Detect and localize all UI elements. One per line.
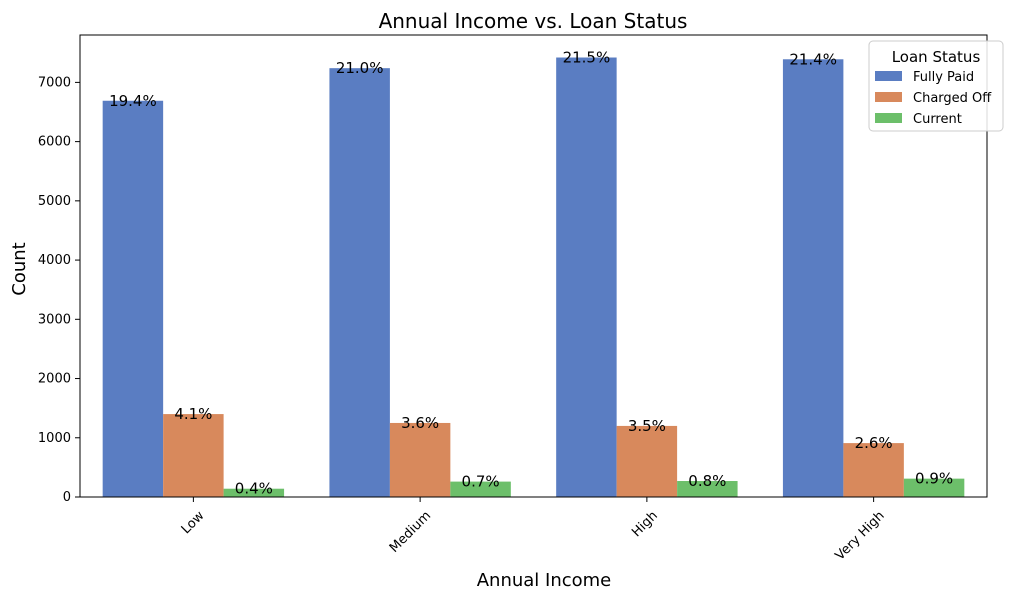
bar-value-label: 3.6% (401, 414, 439, 432)
bar-value-label: 21.5% (563, 49, 611, 67)
x-tick-label: Low (179, 508, 208, 537)
legend-entry-label: Current (913, 112, 962, 127)
y-tick-label: 4000 (38, 253, 71, 268)
bar (163, 414, 224, 497)
legend-swatch (875, 113, 902, 123)
y-tick-label: 0 (63, 490, 71, 505)
legend-entry-label: Fully Paid (913, 70, 974, 85)
bar (903, 478, 965, 497)
y-tick-label: 3000 (38, 312, 71, 327)
legend-swatch (875, 92, 902, 102)
bar-value-label: 19.4% (109, 92, 157, 110)
bar-value-label: 3.5% (628, 417, 666, 435)
y-tick-label: 5000 (38, 194, 71, 209)
legend-title: Loan Status (892, 48, 981, 66)
bar (389, 422, 451, 497)
bar-value-label: 2.6% (855, 434, 893, 452)
y-tick-label: 1000 (38, 431, 71, 446)
bar (102, 100, 164, 497)
x-axis-title: Annual Income (477, 570, 612, 591)
bar (677, 481, 738, 497)
bar-value-label: 0.4% (235, 480, 273, 498)
bar (450, 481, 511, 497)
bar-value-label: 21.4% (789, 50, 837, 68)
bar (556, 57, 617, 497)
x-tick-label: Very High (833, 508, 888, 563)
y-tick-label: 2000 (38, 372, 71, 387)
bar-labels-layer: 19.4% 4.1% 0.4% 21.0% 3.6% 0.7% 21.5% 3.5% 0.8% 2… (109, 49, 953, 498)
y-axis-title: Count (9, 242, 30, 295)
legend-box (868, 40, 1004, 132)
bar (616, 425, 678, 497)
bar-value-label: 0.7% (462, 473, 500, 491)
y-tick-label: 6000 (38, 135, 71, 150)
bar (223, 488, 285, 497)
legend-entry-label: Charged Off (913, 91, 992, 106)
x-tick-label: High (629, 508, 661, 540)
chart-title: Annual Income vs. Loan Status (379, 9, 688, 33)
y-tick-label: 7000 (38, 75, 71, 90)
bar-value-label: 0.8% (688, 472, 726, 490)
bar (782, 59, 844, 497)
bar (329, 68, 390, 498)
bar (843, 443, 904, 497)
bar-value-label: 0.9% (915, 470, 953, 488)
bars-layer (102, 57, 965, 498)
bar-value-label: 4.1% (174, 405, 212, 423)
plot-frame (79, 34, 988, 498)
legend: Loan Status Fully Paid Charged Off Current (868, 40, 1004, 132)
legend-swatch (875, 71, 902, 81)
x-tick-label: Medium (387, 508, 434, 555)
bar-value-label: 21.0% (336, 59, 384, 77)
